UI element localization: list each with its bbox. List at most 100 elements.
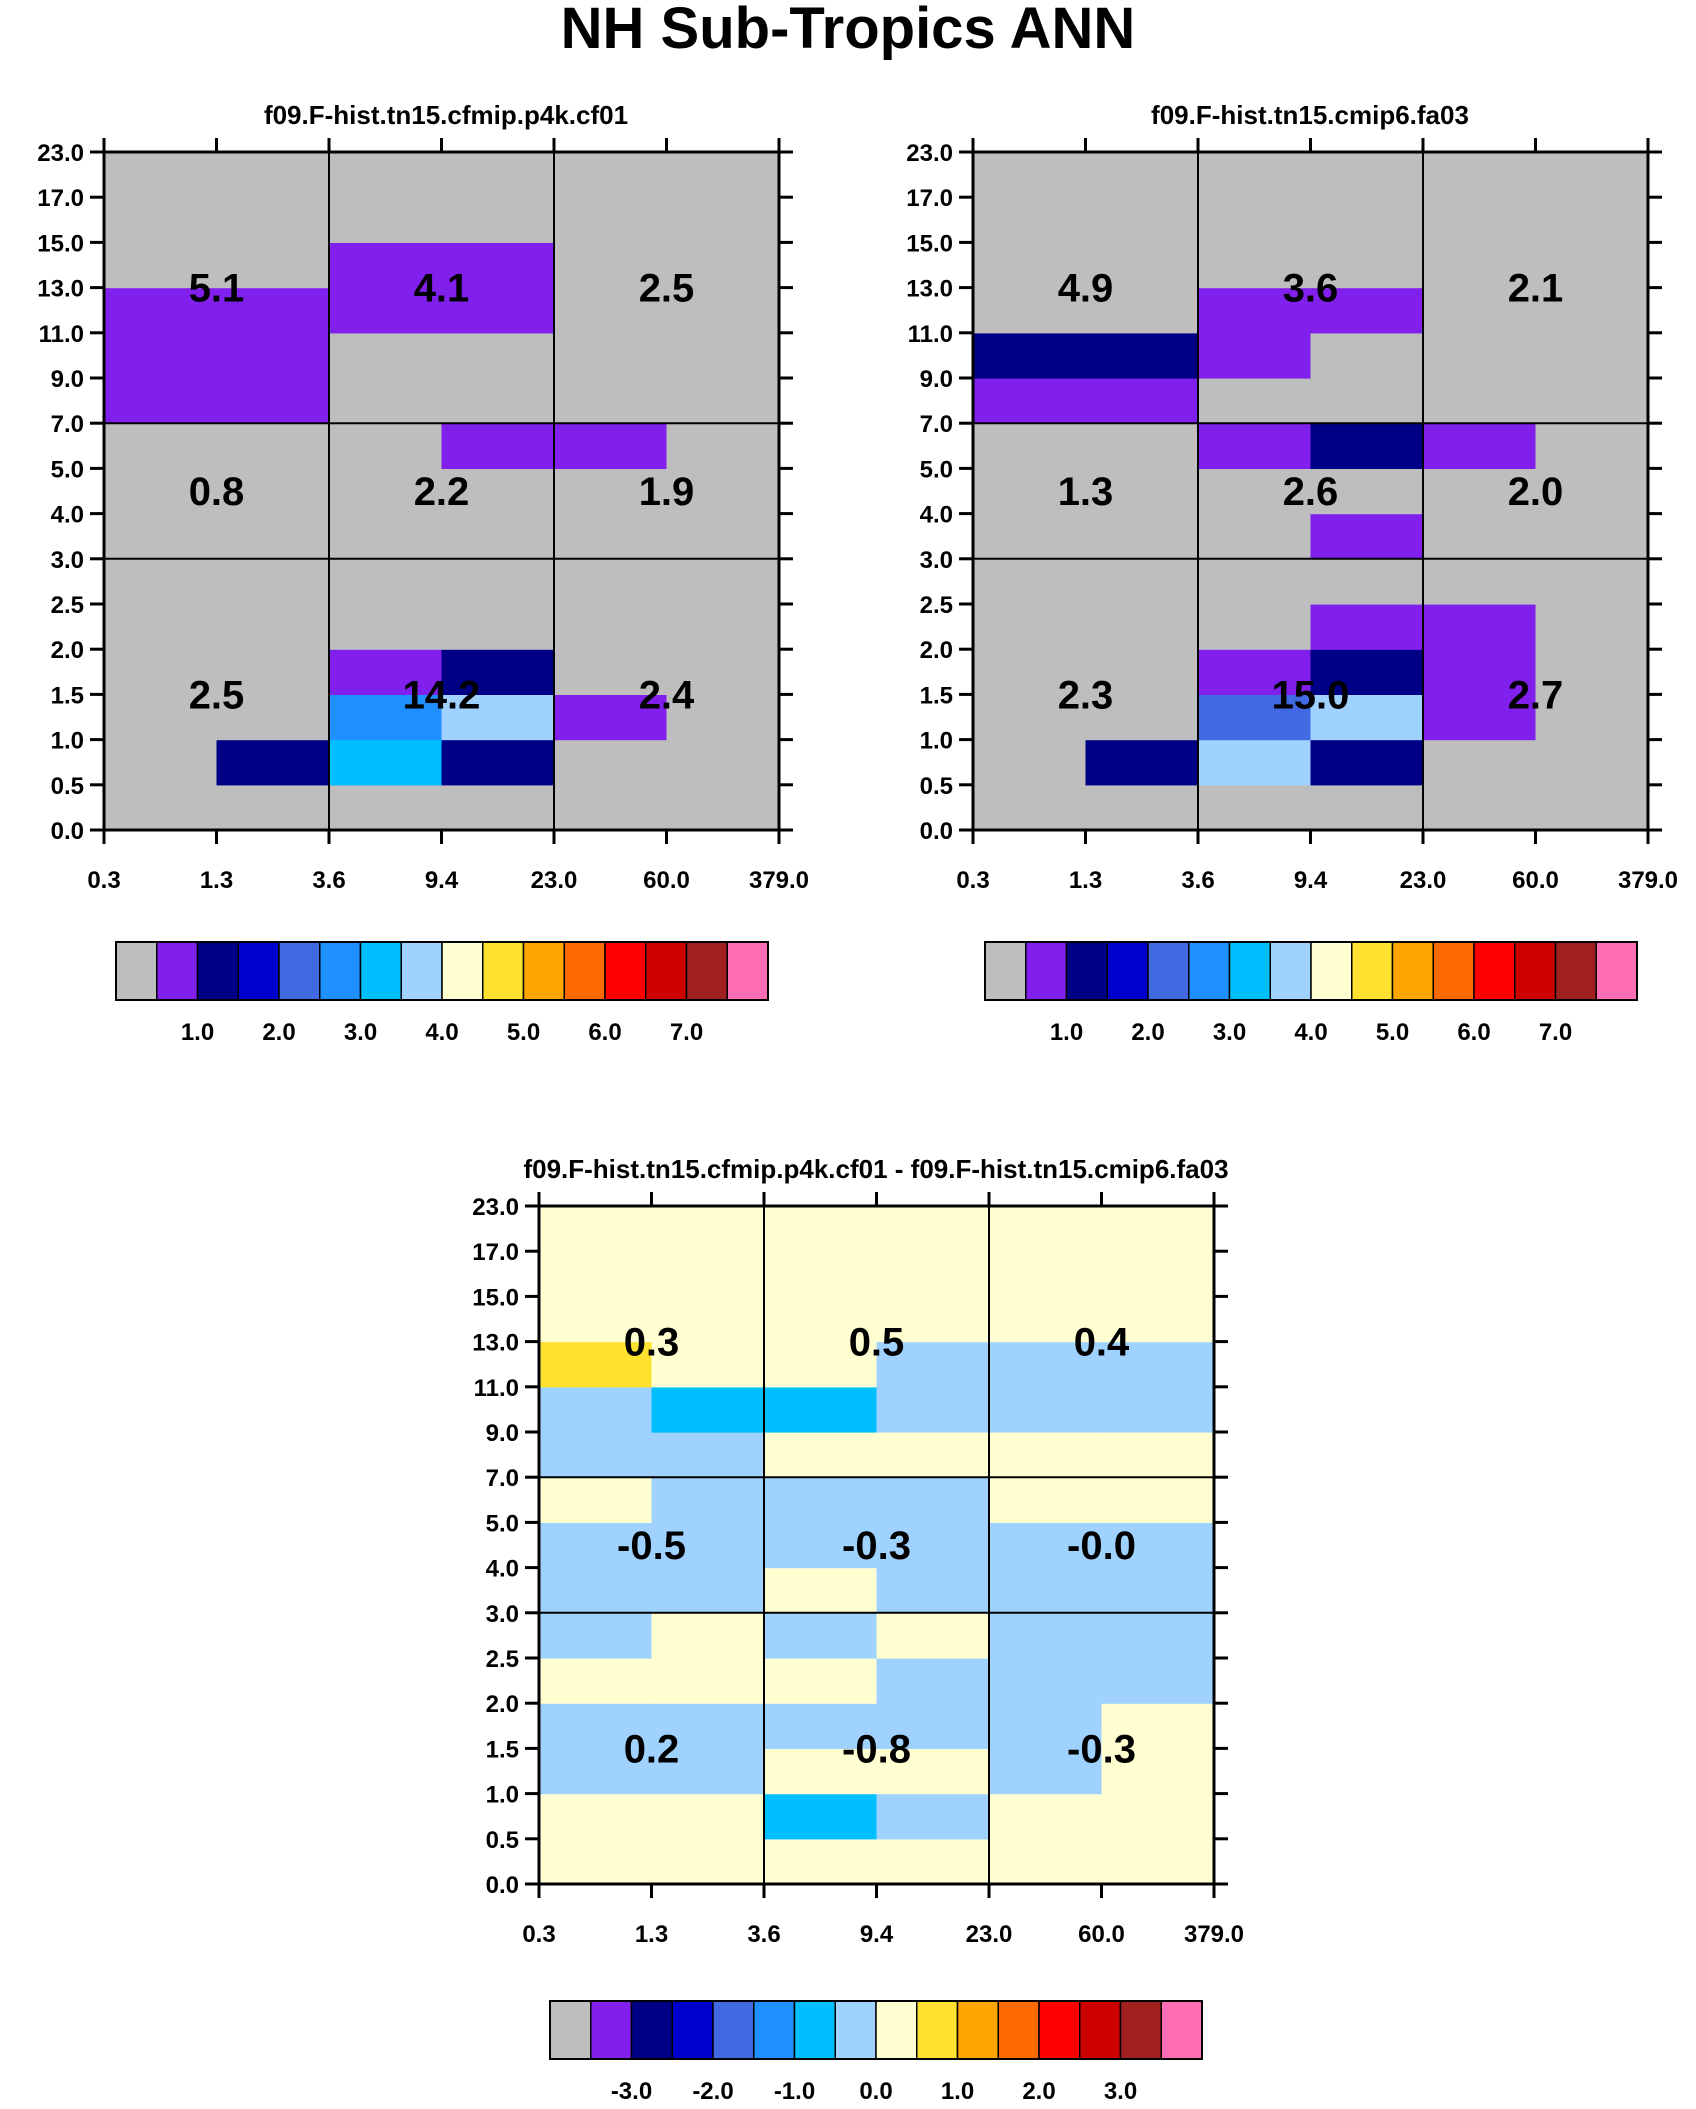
- heatmap-cell: [104, 649, 218, 695]
- colorbar-swatch: [522, 941, 565, 1001]
- heatmap-cell: [651, 1296, 765, 1343]
- heatmap-cell: [1535, 152, 1649, 198]
- colorbar-swatch: [1391, 941, 1434, 1001]
- heatmap-cell: [651, 1522, 765, 1569]
- heatmap-cell: [1198, 152, 1312, 198]
- y-tick-label: 2.0: [51, 637, 84, 664]
- heatmap-cell: [651, 1206, 765, 1252]
- colorbar-swatch: [441, 941, 484, 1001]
- group-value-label: 5.1: [189, 267, 245, 311]
- y-tick-label: 4.0: [51, 502, 84, 529]
- heatmap-cell: [539, 1703, 653, 1749]
- heatmap-cell: [1423, 784, 1537, 831]
- y-tick-label: 1.0: [920, 728, 953, 755]
- colorbar-swatch: [630, 2000, 673, 2060]
- y-tick-label: 13.0: [37, 276, 84, 303]
- heatmap-cell: [539, 1522, 653, 1569]
- heatmap-cell: [216, 423, 330, 469]
- heatmap-cell: [764, 1793, 878, 1840]
- y-tick-label: 17.0: [472, 1239, 519, 1266]
- heatmap-cell: [989, 1703, 1103, 1749]
- x-tick-label: 1.3: [1069, 867, 1102, 894]
- heatmap-cell: [1101, 1251, 1215, 1297]
- heatmap-cell: [539, 1793, 653, 1840]
- heatmap-cell: [1085, 649, 1199, 695]
- heatmap-cell: [666, 649, 780, 695]
- heatmap-cell: [554, 513, 668, 560]
- heatmap-cell: [441, 332, 555, 379]
- heatmap-cell: [1310, 197, 1424, 243]
- heatmap-cell: [876, 1341, 990, 1388]
- heatmap-cell: [1198, 784, 1312, 831]
- heatmap-cell: [329, 378, 443, 424]
- heatmap-cell: [973, 468, 1087, 515]
- colorbar-swatch: [956, 2000, 999, 2060]
- heatmap-cell: [1535, 513, 1649, 560]
- heatmap-cell: [1198, 513, 1312, 560]
- y-tick-label: 7.0: [51, 411, 84, 438]
- heatmap-cell: [666, 242, 780, 289]
- heatmap-cell: [216, 604, 330, 650]
- y-tick-label: 11.0: [39, 321, 84, 348]
- heatmap-cell: [329, 649, 443, 695]
- heatmap-cell: [554, 649, 668, 695]
- heatmap-cell: [1535, 604, 1649, 650]
- y-tick-label: 23.0: [37, 140, 84, 167]
- heatmap-cell: [973, 378, 1087, 424]
- x-tick-label: 3.6: [1181, 867, 1214, 894]
- heatmap-cell: [554, 739, 668, 786]
- heatmap-cell: [1535, 558, 1649, 605]
- heatmap-cell: [104, 468, 218, 515]
- heatmap-cell: [1101, 1296, 1215, 1343]
- heatmap-cell: [973, 423, 1087, 469]
- y-tick-label: 5.0: [51, 456, 84, 483]
- heatmap-cell: [1535, 649, 1649, 695]
- colorbar-swatch: [671, 2000, 714, 2060]
- heatmap-cell: [1101, 1612, 1215, 1659]
- colorbar-swatch: [875, 2000, 918, 2060]
- heatmap-cell: [216, 152, 330, 198]
- heatmap-cell: [1423, 378, 1537, 424]
- heatmap-cell: [651, 1838, 765, 1885]
- heatmap-cell: [876, 1477, 990, 1523]
- heatmap-cell: [216, 649, 330, 695]
- colorbar-swatch: [1595, 941, 1638, 1001]
- heatmap-cell: [1085, 378, 1199, 424]
- heatmap-cell: [441, 197, 555, 243]
- heatmap-cell: [1101, 1522, 1215, 1569]
- heatmap-cell: [973, 558, 1087, 605]
- heatmap-cell: [441, 378, 555, 424]
- heatmap-cell: [1310, 558, 1424, 605]
- heatmap-cell: [1423, 423, 1537, 469]
- heatmap-cell: [1423, 739, 1537, 786]
- group-value-label: 3.6: [1283, 267, 1339, 311]
- heatmap-cell: [1423, 152, 1537, 198]
- colorbar-swatch: [590, 2000, 633, 2060]
- heatmap-cell: [554, 423, 668, 469]
- heatmap-cell: [764, 1432, 878, 1478]
- colorbar-swatch: [712, 2000, 755, 2060]
- heatmap-cell: [1101, 1477, 1215, 1523]
- heatmap-cell: [1101, 1432, 1215, 1478]
- heatmap-cell: [973, 152, 1087, 198]
- heatmap-cell: [554, 784, 668, 831]
- heatmap-cell: [1423, 332, 1537, 379]
- heatmap-cell: [651, 1703, 765, 1749]
- heatmap-cell: [329, 513, 443, 560]
- colorbar-swatch: [916, 2000, 959, 2060]
- y-tick-label: 4.0: [920, 502, 953, 529]
- x-tick-label: 60.0: [643, 867, 690, 894]
- heatmap-cell: [764, 1703, 878, 1749]
- heatmap-cell: [1310, 378, 1424, 424]
- heatmap-cell: [329, 604, 443, 650]
- heatmap-cell: [1085, 468, 1199, 515]
- group-value-label: 0.2: [624, 1727, 680, 1771]
- heatmap-cell: [876, 1612, 990, 1659]
- colorbar-swatch: [115, 941, 158, 1001]
- heatmap-cell: [1085, 739, 1199, 786]
- colorbar-swatch: [726, 941, 769, 1001]
- heatmap-cell: [329, 332, 443, 379]
- heatmap-cell: [989, 1748, 1103, 1795]
- heatmap-cell: [1085, 197, 1199, 243]
